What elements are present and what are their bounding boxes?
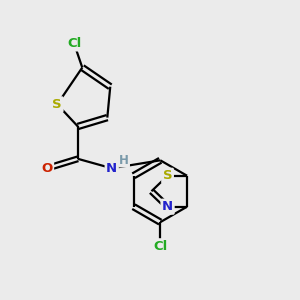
Text: Cl: Cl bbox=[67, 37, 81, 50]
Text: S: S bbox=[163, 169, 172, 182]
Text: S: S bbox=[52, 98, 62, 111]
Text: H: H bbox=[119, 154, 129, 166]
Text: N: N bbox=[106, 162, 117, 175]
Text: O: O bbox=[41, 162, 52, 175]
Text: N: N bbox=[162, 200, 173, 213]
Text: Cl: Cl bbox=[153, 240, 167, 253]
